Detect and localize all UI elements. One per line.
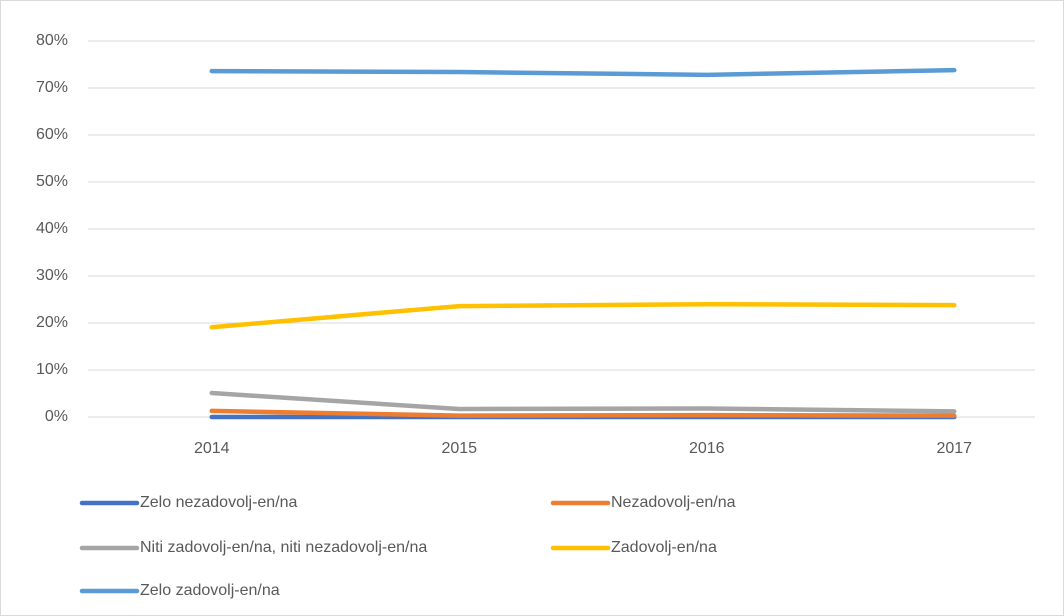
legend-label: Zelo nezadovolj-en/na: [140, 494, 298, 511]
legend-label: Niti zadovolj-en/na, niti nezadovolj-en/…: [140, 539, 427, 556]
legend-label: Nezadovolj-en/na: [611, 494, 736, 511]
y-tick-label: 50%: [36, 173, 68, 190]
x-tick-label: 2014: [194, 440, 230, 457]
series-line: [209, 301, 957, 330]
y-tick-label: 10%: [36, 361, 68, 378]
series-line: [209, 408, 957, 418]
y-tick-label: 60%: [36, 126, 68, 143]
legend-label: Zadovolj-en/na: [611, 539, 717, 556]
legend-label: Zelo zadovolj-en/na: [140, 582, 280, 599]
x-tick-label: 2015: [441, 440, 477, 457]
y-tick-label: 40%: [36, 220, 68, 237]
y-tick-label: 20%: [36, 314, 68, 331]
series-line: [209, 390, 957, 414]
series-line: [209, 67, 957, 78]
y-tick-label: 30%: [36, 267, 68, 284]
x-tick-label: 2017: [936, 440, 972, 457]
y-tick-label: 70%: [36, 79, 68, 96]
y-tick-label: 80%: [36, 32, 68, 49]
y-tick-label: 0%: [45, 408, 68, 425]
x-tick-label: 2016: [689, 440, 725, 457]
